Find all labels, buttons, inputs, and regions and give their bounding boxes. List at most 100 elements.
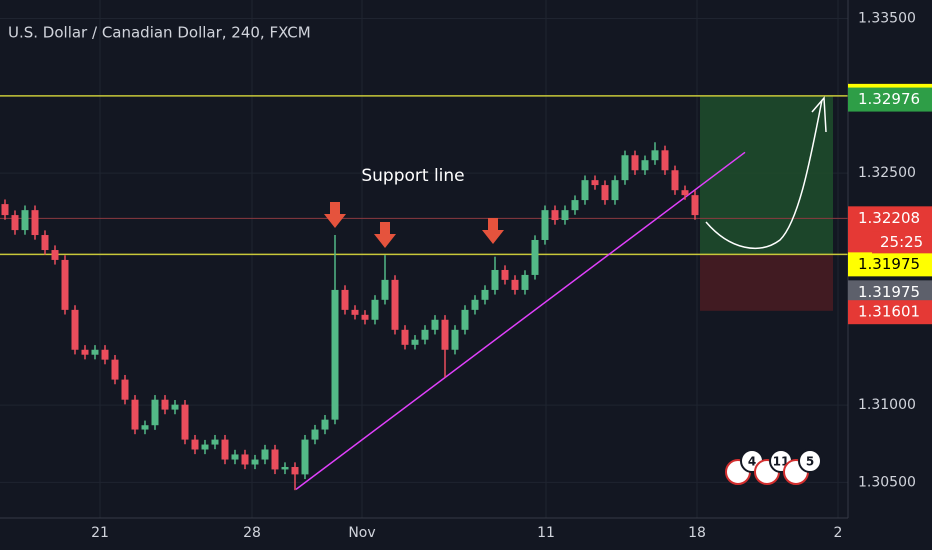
trendline — [295, 151, 746, 490]
price-tag-label: 1.31975 — [858, 283, 920, 301]
candle-body — [51, 250, 59, 260]
event-badge — [798, 449, 822, 473]
arrow-markers — [324, 202, 504, 248]
price-tag-label: 1.31975 — [858, 255, 920, 273]
price-tag-label: 1.32208 — [858, 209, 920, 227]
y-tick-label: 1.33500 — [858, 11, 916, 27]
candle-body — [91, 349, 99, 355]
candle-body — [241, 454, 249, 465]
candle-body — [221, 439, 229, 460]
candle-body — [311, 429, 319, 440]
candle-body — [471, 299, 479, 310]
price-tag-label: 1.31601 — [858, 303, 920, 321]
chart-title: U.S. Dollar / Canadian Dollar, 240, FXCM — [8, 24, 311, 42]
candle-body — [591, 180, 599, 186]
candle-body — [561, 210, 569, 221]
candle-body — [671, 170, 679, 191]
candle-body — [691, 195, 699, 216]
event-count: 4 — [748, 455, 756, 469]
countdown-bg — [872, 231, 932, 254]
candle-body — [321, 419, 329, 430]
candle-body — [541, 210, 549, 240]
candle-body — [481, 289, 489, 300]
y-tick-label: 1.32500 — [858, 165, 916, 181]
arrow — [482, 218, 504, 244]
candle-body — [211, 439, 219, 445]
candle-body — [431, 319, 439, 330]
candle-body — [141, 425, 149, 430]
candle-body — [381, 279, 389, 300]
candle-body — [531, 239, 539, 275]
candle-body — [301, 439, 309, 475]
candle-body — [111, 359, 119, 380]
candle-body — [261, 449, 269, 460]
candle-body — [571, 200, 579, 211]
candle-body — [581, 180, 589, 201]
candle-body — [291, 466, 299, 475]
candle-body — [71, 309, 79, 350]
x-tick-label: 28 — [243, 525, 261, 541]
candle-body — [31, 210, 39, 236]
candle-body — [361, 314, 369, 320]
x-tick-label: Nov — [348, 525, 375, 541]
candle-body — [621, 155, 629, 181]
candle-body — [181, 404, 189, 440]
candle-body — [271, 449, 279, 470]
axes: 1.30500 1.31000 1.32500 1.33500 21 28 Nov 11 18 2… — [91, 11, 932, 541]
target-zone — [700, 95, 833, 255]
candle-body — [281, 466, 289, 470]
price-tag-label: 1.32976 — [858, 90, 920, 108]
candle-body — [501, 269, 509, 280]
candle-body — [411, 339, 419, 345]
price-tag — [848, 300, 932, 325]
candle-body — [171, 404, 179, 410]
candle-body — [131, 399, 139, 430]
projection-arrowhead — [811, 96, 827, 133]
annotation: Support line — [361, 166, 464, 186]
x-tick-label: 18 — [688, 525, 706, 541]
event-count: 5 — [806, 455, 814, 469]
candle-body — [641, 160, 649, 171]
candle-body — [611, 180, 619, 201]
y-tick-label: 1.30500 — [858, 474, 916, 490]
candle-body — [1, 204, 9, 216]
candle-body — [41, 235, 49, 251]
candle-body — [201, 444, 209, 450]
x-tick-label: 11 — [537, 525, 555, 541]
candle-body — [231, 454, 239, 460]
candle-body — [331, 289, 339, 420]
candle-body — [511, 279, 519, 290]
candle-body — [461, 309, 469, 330]
candle-body — [521, 274, 529, 290]
candle-body — [491, 269, 499, 290]
candle-body — [351, 309, 359, 315]
candle-body — [441, 319, 449, 350]
candle-body — [681, 190, 689, 196]
stop-zone — [700, 254, 833, 311]
candle-body — [81, 349, 89, 355]
price-tag — [848, 87, 932, 112]
candle-body — [661, 150, 669, 171]
candle-body — [551, 210, 559, 221]
candle-body — [651, 150, 659, 161]
candle-body — [631, 155, 639, 171]
projection-curve — [705, 99, 823, 249]
x-tick-label: 21 — [91, 525, 109, 541]
x-tick-label: 2 — [834, 525, 843, 541]
candle-body — [161, 399, 169, 410]
arrow — [374, 222, 396, 248]
candle-body — [121, 379, 129, 400]
candle-body — [191, 439, 199, 450]
candle-body — [601, 185, 609, 201]
candle-body — [371, 299, 379, 320]
candle-body — [451, 329, 459, 350]
plot: 4 11 5 — [0, 95, 848, 491]
countdown: 25:25 — [880, 233, 923, 251]
y-tick-label: 1.31000 — [858, 397, 916, 413]
candle-body — [101, 349, 109, 360]
candle-body — [11, 215, 19, 231]
candle-body — [21, 210, 29, 231]
candle-body — [251, 459, 259, 465]
arrow — [324, 202, 346, 228]
